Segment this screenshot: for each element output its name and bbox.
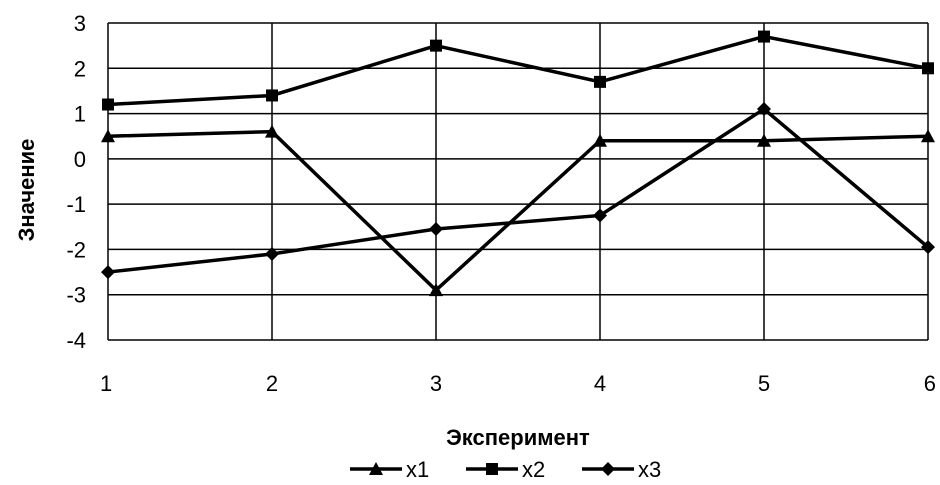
x-tick-label: 1 [100,371,112,396]
x-axis-title: Эксперимент [446,425,590,450]
point-x2 [758,30,770,43]
point-x1 [429,283,443,297]
point-x3 [101,265,115,280]
series-line-x3 [107,106,930,274]
y-tick-label: -1 [66,192,86,217]
grid [107,22,929,341]
series-lines [107,34,930,293]
legend-marker-x3 [601,462,615,476]
y-tick-label: 1 [74,102,86,127]
point-x1 [101,129,115,143]
point-x2 [922,62,934,75]
point-x2 [266,89,278,102]
y-tick-labels: 3 2 1 0 -1 -2 -3 -4 [66,11,86,353]
legend-label-x2: x2 [522,457,545,482]
legend-marker-x2 [486,463,498,475]
point-x3 [921,240,935,255]
point-x1 [593,133,607,147]
legend: x1 x2 x3 [350,457,661,482]
x-tick-label: 3 [430,371,442,396]
point-x2 [102,98,114,111]
point-x2 [594,75,606,88]
x-tick-label: 4 [594,371,606,396]
y-tick-label: 3 [74,11,86,36]
point-x2 [430,39,442,52]
y-tick-label: -4 [66,328,86,353]
legend-label-x1: x1 [406,457,429,482]
series-markers [101,30,935,297]
y-tick-label: -3 [66,283,86,308]
y-tick-label: 2 [74,56,86,81]
point-x3 [757,102,771,117]
point-x3 [265,246,279,261]
point-x3 [593,208,607,223]
y-tick-label: -2 [66,237,86,262]
point-x1 [921,129,935,143]
legend-marker-x1 [369,462,383,475]
x-tick-label: 6 [924,371,936,396]
point-x3 [429,222,443,237]
x-tick-labels: 1 2 3 4 5 6 [100,371,936,396]
point-x1 [265,124,279,138]
series-line-x2 [107,34,929,107]
series-line-x1 [107,129,929,293]
point-x1 [757,133,771,147]
legend-label-x3: x3 [638,457,661,482]
y-axis-title: Значение [14,139,39,242]
x-tick-label: 2 [266,371,278,396]
x-tick-label: 5 [758,371,770,396]
y-tick-label: 0 [74,147,86,172]
